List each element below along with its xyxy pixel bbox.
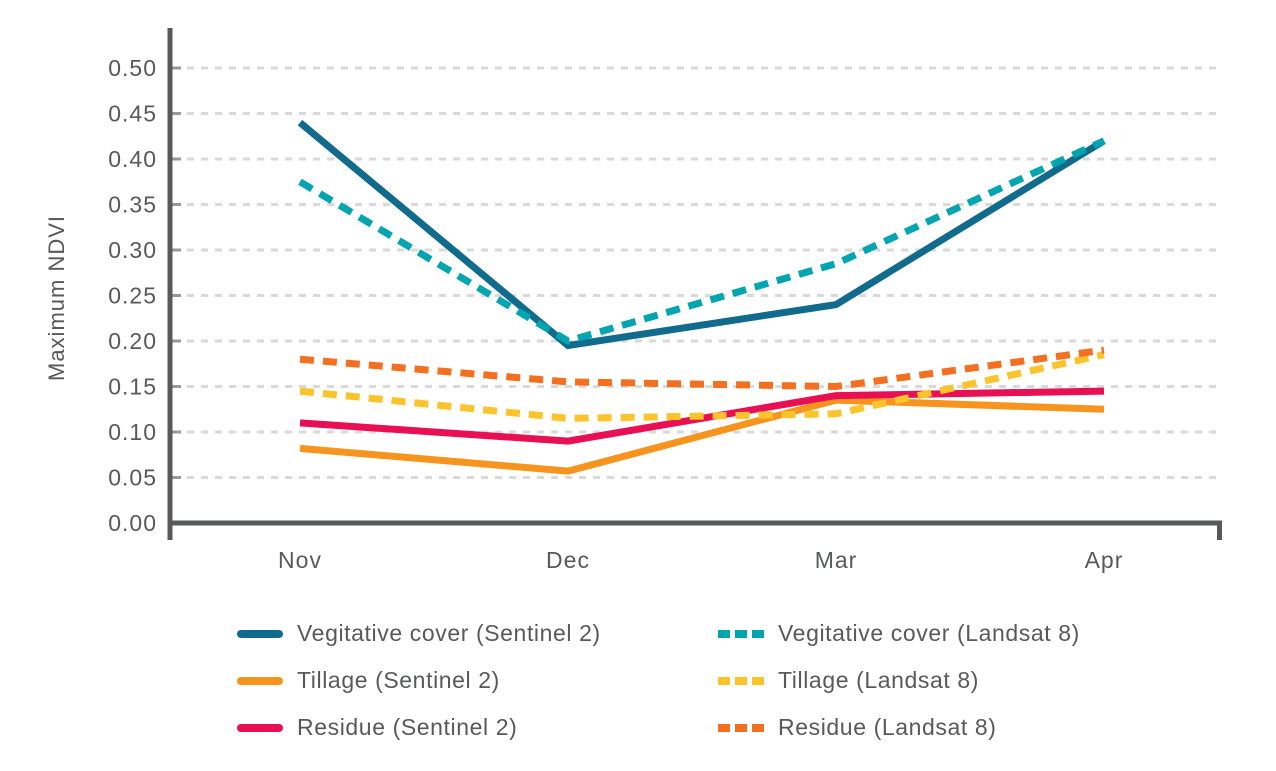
chart-legend: Vegitative cover (Sentinel 2) Tillage (Se…	[237, 610, 1080, 751]
legend-item: Vegitative cover (Sentinel 2)	[237, 610, 718, 657]
series-line-4	[298, 137, 1106, 345]
y-tick-label: 0.05	[108, 465, 157, 491]
legend-swatch-dashed	[718, 629, 764, 638]
x-tick-label: Dec	[546, 547, 590, 573]
legend-column-sentinel: Vegitative cover (Sentinel 2) Tillage (Se…	[237, 610, 718, 751]
legend-item: Residue (Sentinel 2)	[237, 704, 718, 751]
legend-swatch-solid	[237, 629, 283, 638]
legend-label: Vegitative cover (Landsat 8)	[778, 620, 1080, 646]
legend-column-landsat: Vegitative cover (Landsat 8) Tillage (Lan…	[718, 610, 1080, 751]
x-tick-label: Apr	[1085, 547, 1124, 573]
legend-item: Residue (Landsat 8)	[718, 704, 1080, 751]
y-tick-label: 0.35	[108, 192, 157, 218]
legend-swatch-solid	[237, 723, 283, 732]
series-line-1	[297, 119, 1106, 350]
y-tick-label: 0.10	[108, 419, 157, 445]
x-tick-label: Mar	[815, 547, 858, 573]
x-tick-label: Nov	[278, 547, 322, 573]
y-tick-label: 0.30	[108, 237, 157, 263]
y-tick-label: 0.20	[108, 328, 157, 354]
legend-label: Residue (Sentinel 2)	[297, 714, 518, 740]
legend-label: Residue (Landsat 8)	[778, 714, 997, 740]
legend-swatch-dashed	[718, 723, 764, 732]
legend-swatch-solid	[237, 676, 283, 685]
legend-item: Vegitative cover (Landsat 8)	[718, 610, 1080, 657]
legend-label: Tillage (Landsat 8)	[778, 667, 980, 693]
y-tick-label: 0.45	[108, 101, 157, 127]
legend-item: Tillage (Sentinel 2)	[237, 657, 718, 704]
chart-plot-area: 0.00 0.05 0.10 0.15 0.20 0.25 0.30 0.35 0.40 0.45…	[44, 28, 1222, 573]
series-line-2	[299, 396, 1105, 475]
series-line-6	[299, 346, 1105, 391]
legend-swatch-dashed	[718, 676, 764, 685]
legend-label: Vegitative cover (Sentinel 2)	[297, 620, 601, 646]
series-line-5	[299, 351, 1105, 422]
legend-item: Tillage (Landsat 8)	[718, 657, 1080, 704]
y-tick-label: 0.50	[108, 55, 157, 81]
y-axis-title: Maximum NDVI	[44, 215, 69, 381]
legend-label: Tillage (Sentinel 2)	[297, 667, 500, 693]
y-tick-label: 0.25	[108, 283, 157, 309]
y-tick-label: 0.00	[108, 510, 157, 536]
y-tick-label: 0.40	[108, 146, 157, 172]
y-tick-label: 0.15	[108, 374, 157, 400]
